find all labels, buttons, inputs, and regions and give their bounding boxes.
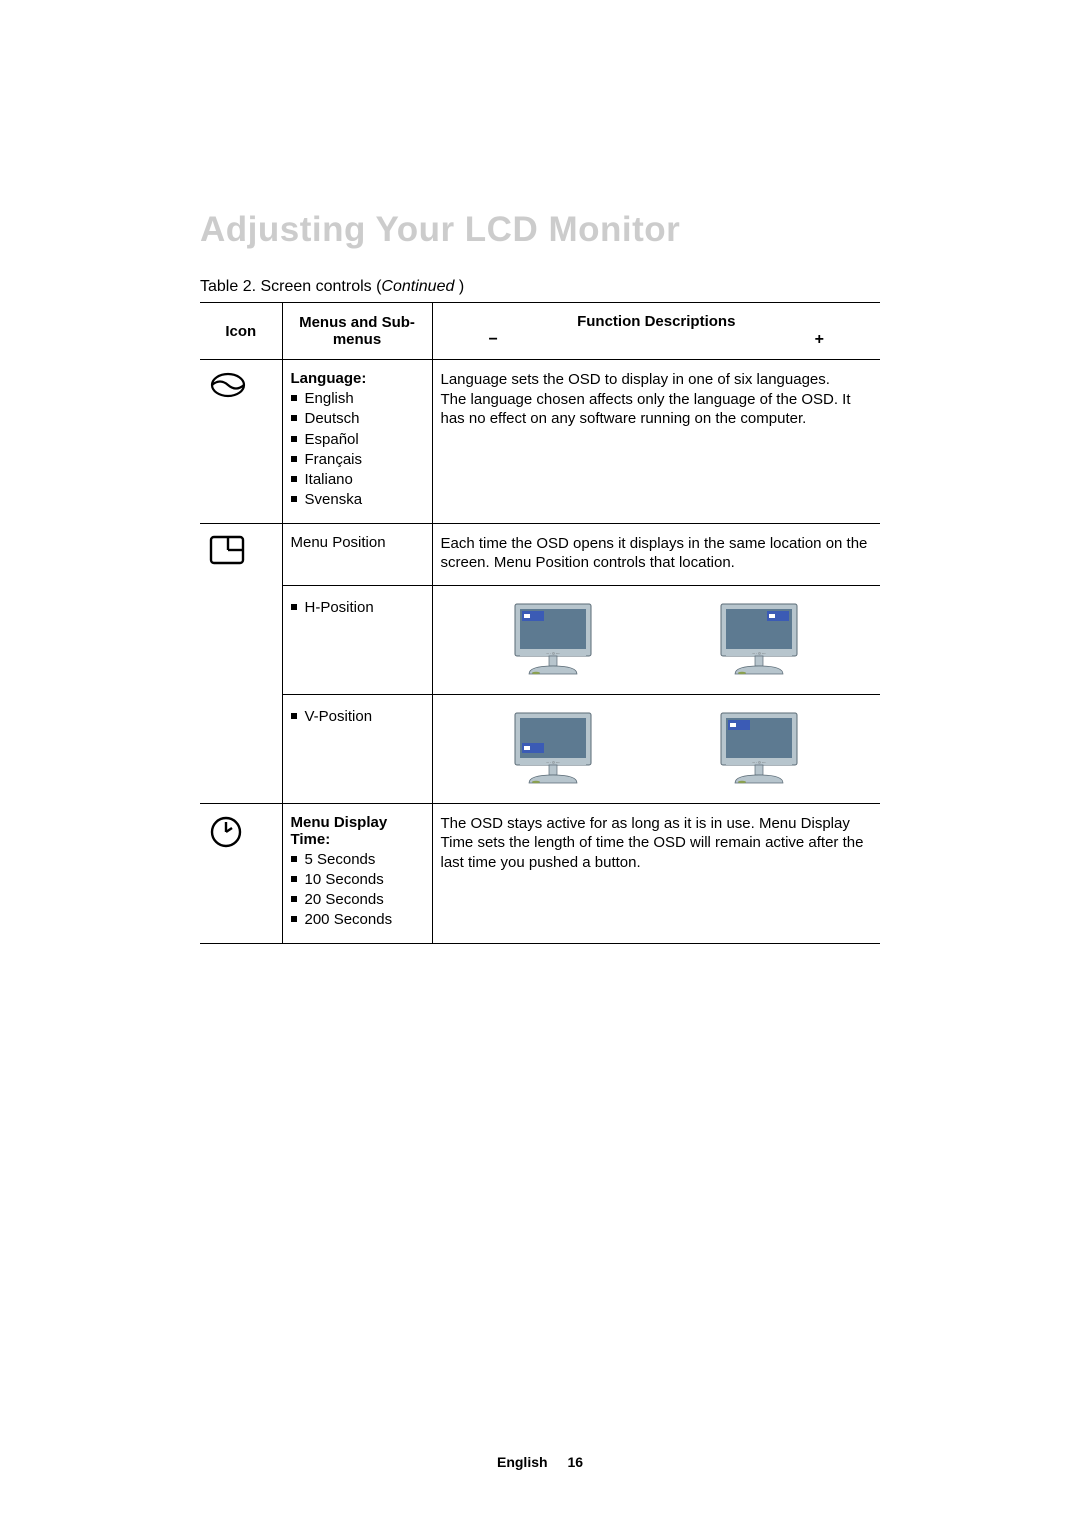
monitor-v-top: ◦◦ · ⊙ ◦◦◦ (715, 711, 803, 791)
clock-icon (208, 814, 244, 850)
display-time-icon-cell (200, 803, 282, 943)
menu-position-desc: Each time the OSD opens it displays in t… (432, 523, 880, 585)
header-fn: Function Descriptions − + (432, 303, 880, 360)
list-item: Svenska (291, 490, 424, 510)
monitor-v-bottom: ◦◦ · ⊙ ◦◦◦ (509, 711, 597, 791)
list-item: English (291, 389, 424, 409)
caption-suffix: ) (454, 278, 464, 295)
menu-position-title: Menu Position (291, 534, 424, 551)
header-plus: + (815, 331, 824, 349)
header-minus: − (489, 331, 498, 349)
header-fn-label: Function Descriptions (577, 313, 735, 330)
list-item: 10 Seconds (291, 870, 424, 890)
v-position-illustration: ◦◦ · ⊙ ◦◦◦ ◦◦ · ⊙ ◦◦◦ (432, 694, 880, 803)
list-item: Español (291, 430, 424, 450)
language-menu-cell: Language: English Deutsch Español França… (282, 360, 432, 524)
row-v-position: V-Position ◦◦ · ⊙ ◦◦◦ ◦◦ · ⊙ ◦◦◦ (200, 694, 880, 803)
header-icon: Icon (200, 303, 282, 360)
language-list: English Deutsch Español Français Italian… (291, 389, 424, 511)
list-item: 200 Seconds (291, 910, 424, 930)
caption-prefix: Table 2. Screen controls ( (200, 278, 381, 295)
caption-italic: Continued (381, 278, 454, 295)
svg-text:◦◦ · ⊙ ◦◦◦: ◦◦ · ⊙ ◦◦◦ (547, 651, 561, 655)
table-caption: Table 2. Screen controls (Continued ) (200, 278, 880, 296)
list-item: Deutsch (291, 409, 424, 429)
footer-lang: English (497, 1454, 548, 1470)
language-desc: Language sets the OSD to display in one … (432, 360, 880, 524)
row-language: Language: English Deutsch Español França… (200, 360, 880, 524)
display-time-desc: The OSD stays active for as long as it i… (432, 803, 880, 943)
list-item: 20 Seconds (291, 890, 424, 910)
display-time-title: Menu Display Time: (291, 814, 424, 848)
display-time-list: 5 Seconds 10 Seconds 20 Seconds 200 Seco… (291, 850, 424, 931)
controls-table: Icon Menus and Sub-menus Function Descri… (200, 302, 880, 944)
row-h-position: H-Position ◦◦ · ⊙ ◦◦◦ ◦◦ · ⊙ ◦◦◦ (200, 585, 880, 694)
language-icon-cell (200, 360, 282, 524)
list-item: H-Position (291, 598, 424, 618)
row-menu-display-time: Menu Display Time: 5 Seconds 10 Seconds … (200, 803, 880, 943)
globe-icon (208, 370, 248, 400)
monitor-h-right: ◦◦ · ⊙ ◦◦◦ (715, 602, 803, 682)
menu-position-title-cell: Menu Position (282, 523, 432, 585)
header-menus: Menus and Sub-menus (282, 303, 432, 360)
svg-text:◦◦ · ⊙ ◦◦◦: ◦◦ · ⊙ ◦◦◦ (753, 760, 767, 764)
list-item: 5 Seconds (291, 850, 424, 870)
page-footer: English 16 (0, 1454, 1080, 1470)
list-item: Français (291, 450, 424, 470)
h-position-illustration: ◦◦ · ⊙ ◦◦◦ ◦◦ · ⊙ ◦◦◦ (432, 585, 880, 694)
menu-position-icon (208, 534, 246, 566)
menu-position-icon-cell (200, 523, 282, 803)
monitor-h-left: ◦◦ · ⊙ ◦◦◦ (509, 602, 597, 682)
page-title: Adjusting Your LCD Monitor (200, 210, 880, 250)
footer-page: 16 (567, 1454, 583, 1470)
h-position-cell: H-Position (282, 585, 432, 694)
svg-text:◦◦ · ⊙ ◦◦◦: ◦◦ · ⊙ ◦◦◦ (753, 651, 767, 655)
row-menu-position: Menu Position Each time the OSD opens it… (200, 523, 880, 585)
language-title: Language: (291, 370, 424, 387)
v-position-cell: V-Position (282, 694, 432, 803)
display-time-menu-cell: Menu Display Time: 5 Seconds 10 Seconds … (282, 803, 432, 943)
svg-text:◦◦ · ⊙ ◦◦◦: ◦◦ · ⊙ ◦◦◦ (547, 760, 561, 764)
list-item: Italiano (291, 470, 424, 490)
list-item: V-Position (291, 707, 424, 727)
header-row: Icon Menus and Sub-menus Function Descri… (200, 303, 880, 360)
